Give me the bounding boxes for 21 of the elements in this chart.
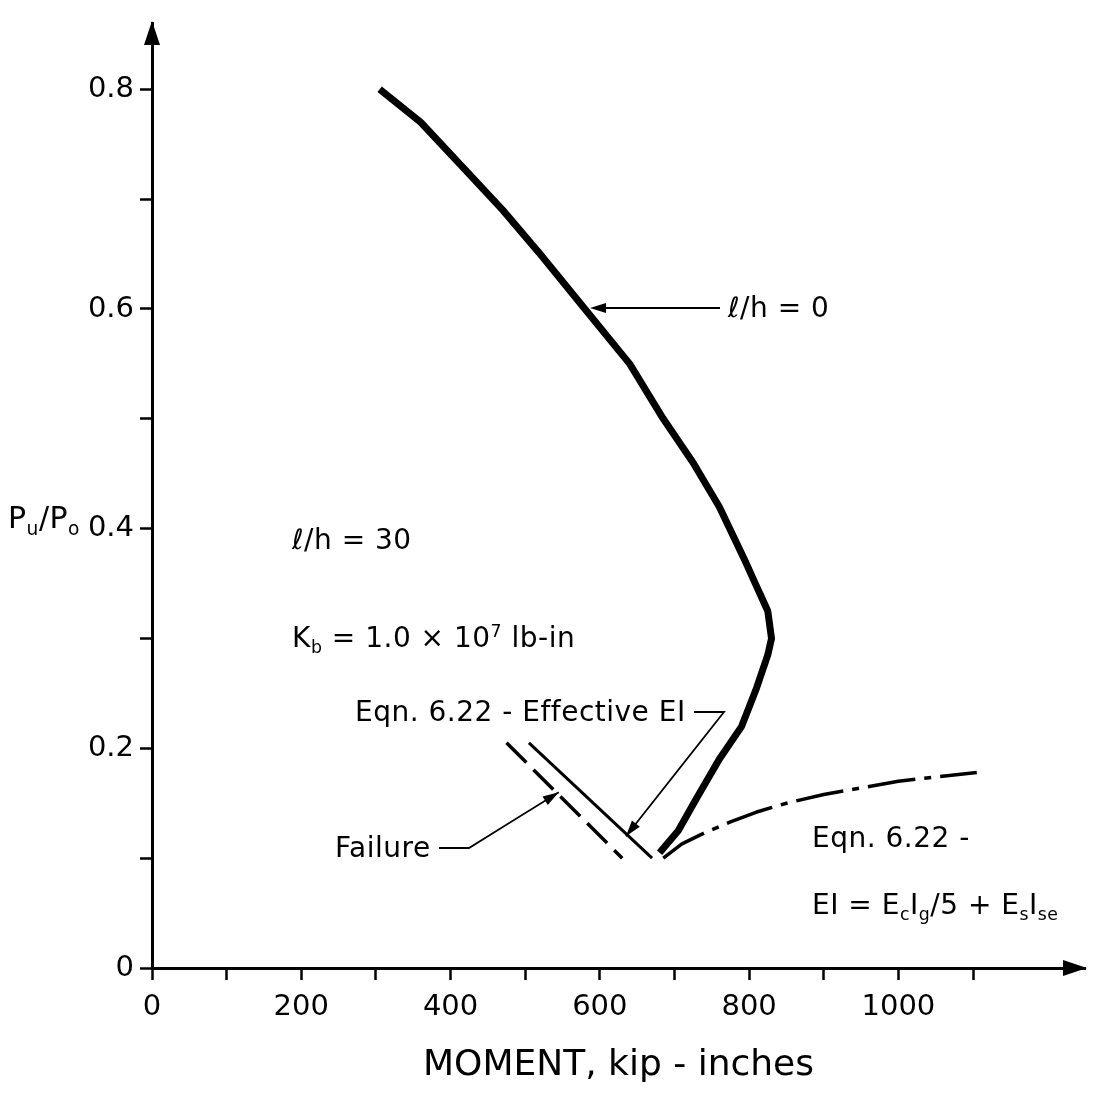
x-tick-label: 0 bbox=[142, 987, 162, 1022]
x-tick-label: 200 bbox=[273, 987, 329, 1022]
annotation: ℓ/h = 30 bbox=[292, 523, 412, 557]
annotation: ℓ/h = 0 bbox=[728, 291, 830, 325]
y-tick-label: 0.8 bbox=[87, 69, 134, 104]
y-tick-label: 0.2 bbox=[87, 728, 134, 763]
x-tick-label: 600 bbox=[572, 987, 628, 1022]
x-tick-label: 400 bbox=[422, 987, 479, 1022]
y-tick-label: 0.6 bbox=[87, 289, 134, 324]
annotation: K$_{b}$ = 1.0 × 10$^{7}$ lb-in bbox=[292, 620, 576, 658]
y-tick-label: 0 bbox=[115, 948, 134, 983]
x-tick-label: 1000 bbox=[861, 987, 936, 1022]
annotation: EI = E$_{c}$I$_{g}$/5 + E$_{s}$I$_{se}$ bbox=[812, 888, 1059, 925]
y-tick-label: 0.4 bbox=[87, 509, 134, 544]
y-axis-title: P$_{u}$/P$_{o}$ bbox=[8, 499, 80, 538]
x-tick-label: 800 bbox=[721, 987, 777, 1022]
annotation: Failure bbox=[335, 831, 431, 865]
annotation: Eqn. 6.22 - Effective EI bbox=[355, 695, 686, 729]
annotation: Eqn. 6.22 - bbox=[812, 821, 970, 855]
line-series bbox=[661, 770, 979, 860]
x-axis-title: MOMENT, kip - inches bbox=[423, 1041, 814, 1083]
